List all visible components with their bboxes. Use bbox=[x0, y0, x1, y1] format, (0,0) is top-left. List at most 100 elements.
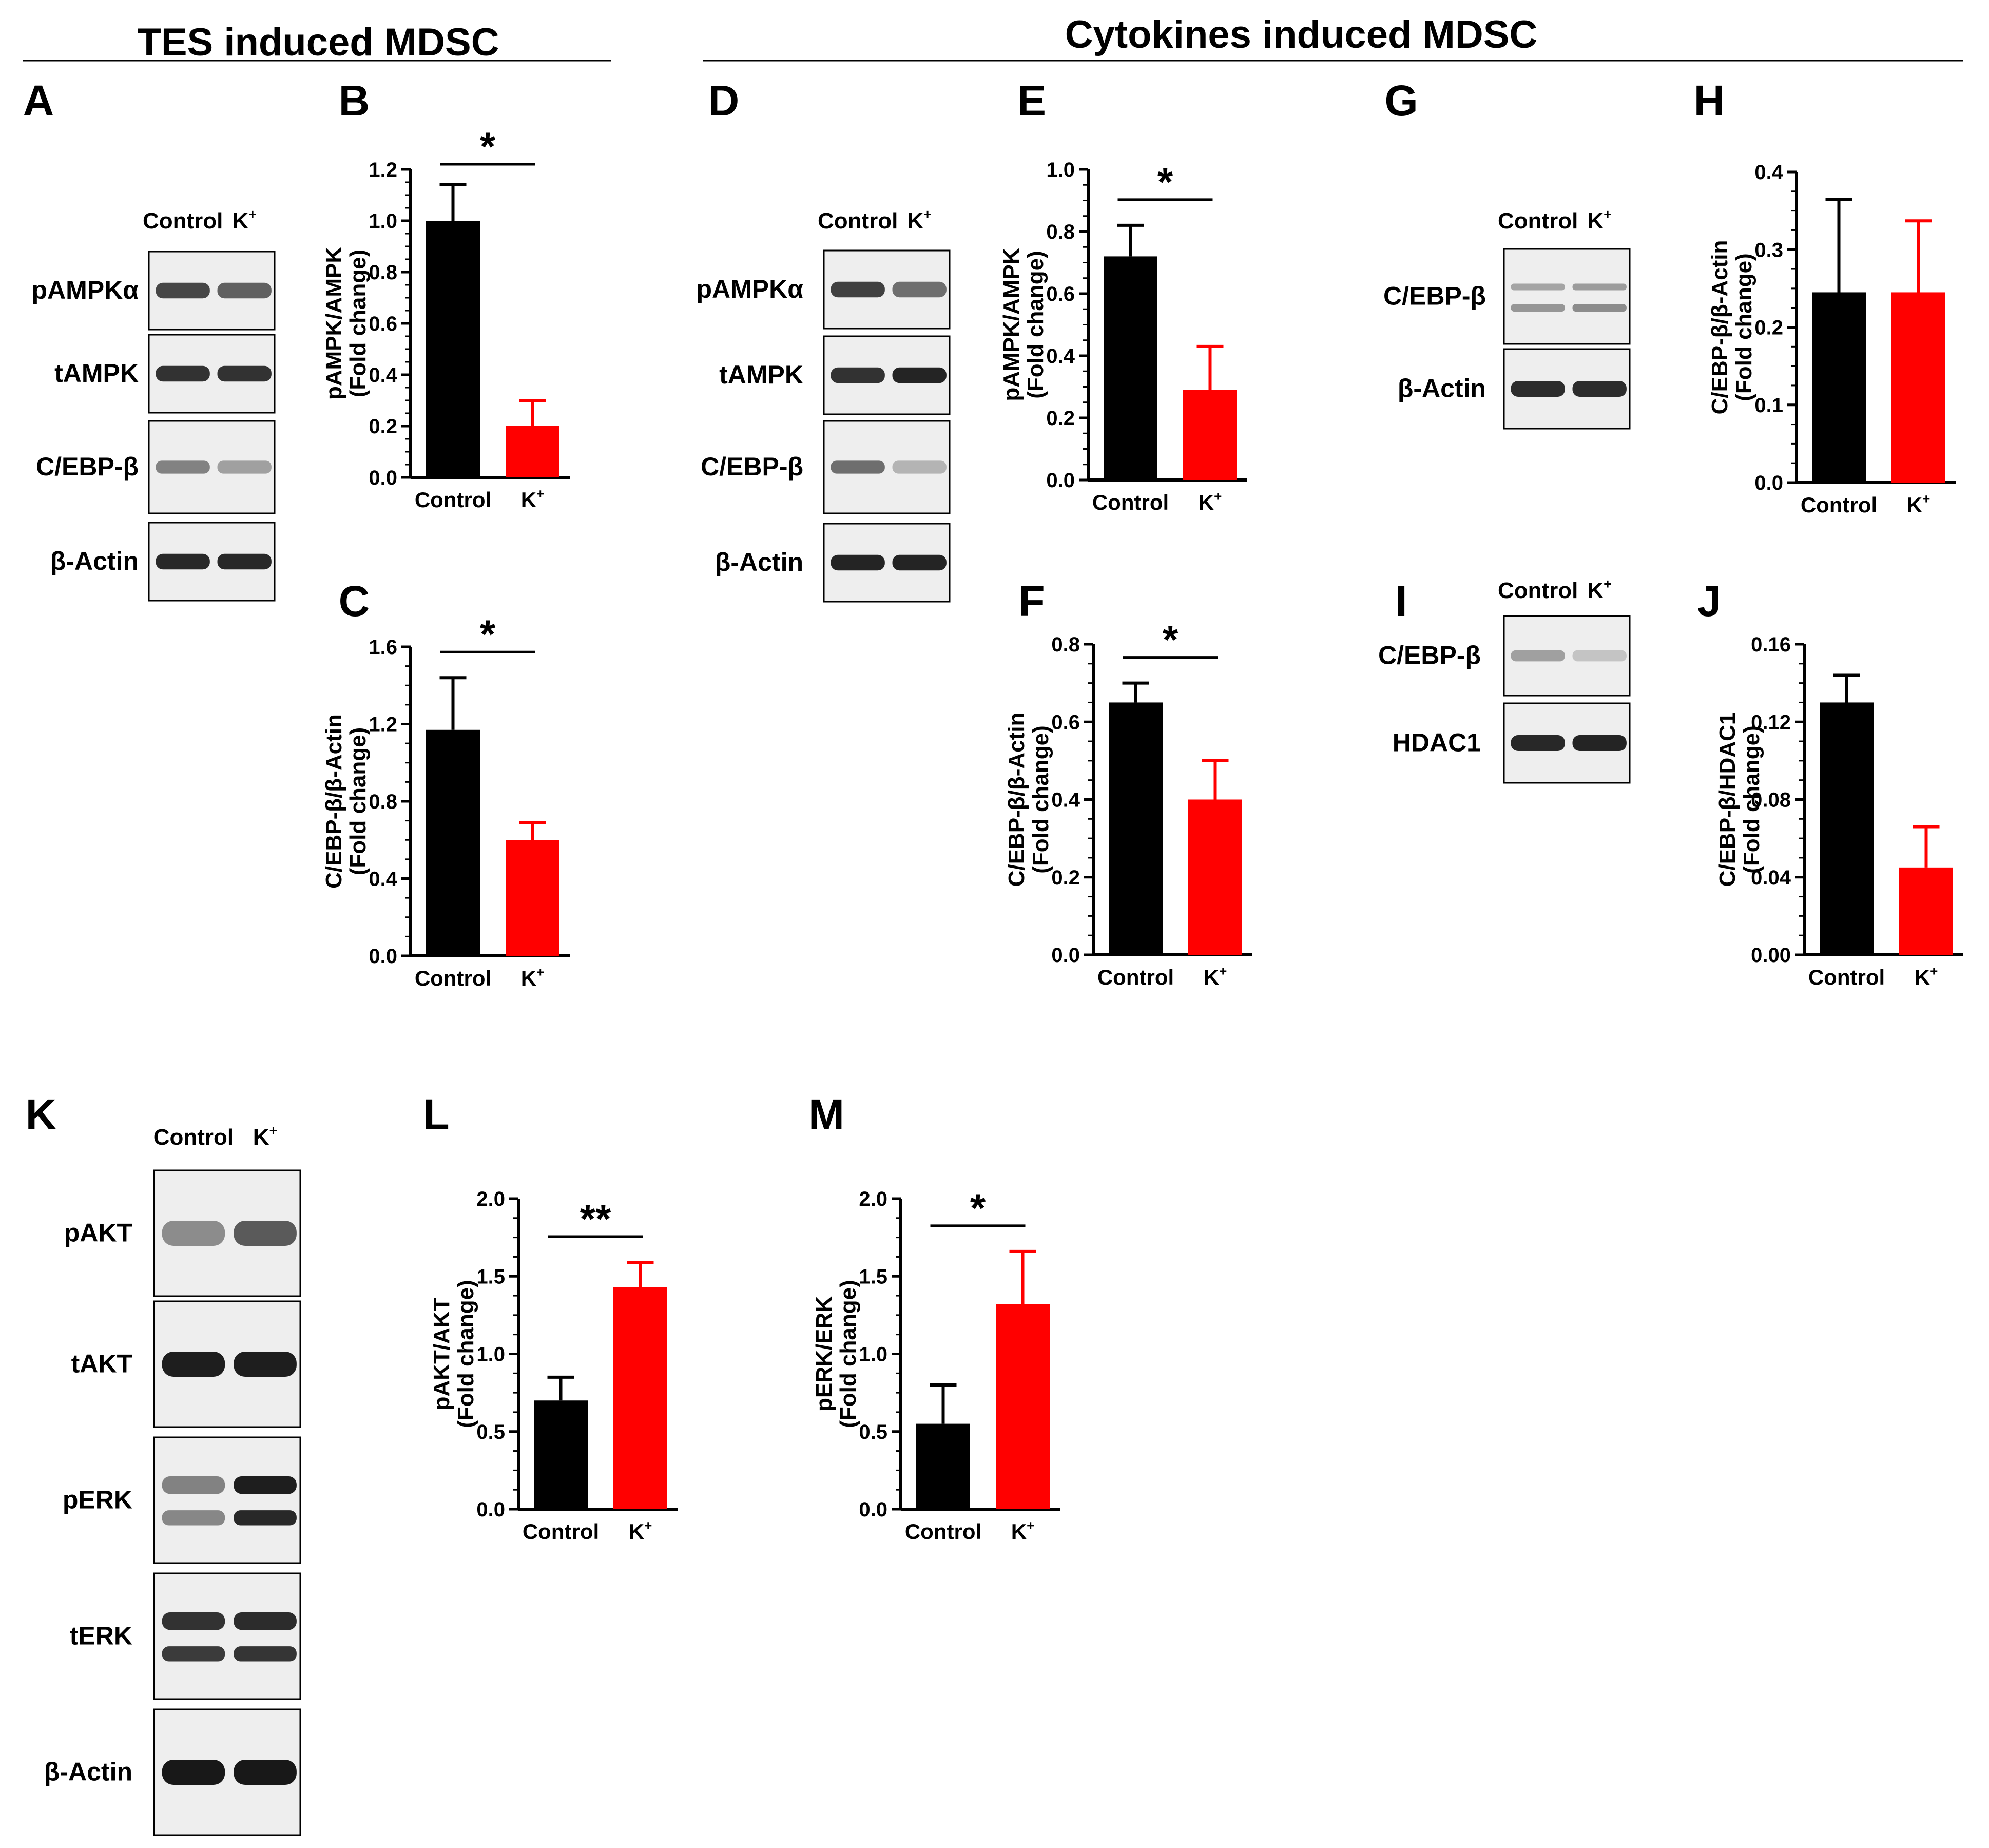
chart-h: 0.0 0.1 0.2 0.3 0.4 C/EBP-β/β-Actin(Fold chan… bbox=[1707, 161, 1956, 517]
y-tick-label: 0.0 bbox=[369, 945, 397, 968]
x-tick-label-control: Control bbox=[905, 1519, 981, 1544]
blot-strip-d-2: C/EBP-β bbox=[701, 420, 951, 514]
y-tick-label: 0.1 bbox=[1754, 394, 1783, 417]
blot-band-label: β-Actin bbox=[50, 547, 139, 575]
panel-letter-j: J bbox=[1697, 577, 1722, 625]
y-tick-label: 0.08 bbox=[1751, 789, 1791, 812]
blot-band-label: β-Actin bbox=[44, 1758, 132, 1786]
significance-marker: * bbox=[1163, 617, 1179, 662]
blot-lane-label-control: Control bbox=[143, 208, 223, 234]
blot-band bbox=[156, 460, 210, 474]
bar-control bbox=[1104, 256, 1157, 480]
chart-c: 0.0 0.4 0.8 1.2 1.6 C/EBP-β/β-Actin(Fold chan… bbox=[321, 611, 570, 990]
blot-band-lower bbox=[162, 1510, 225, 1526]
y-tick-label: 0.4 bbox=[1754, 161, 1783, 184]
bar-control bbox=[1820, 702, 1874, 955]
y-tick-label: 0.0 bbox=[369, 467, 397, 489]
y-tick-label: 0.16 bbox=[1751, 633, 1791, 656]
blot-band-label: tAMPK bbox=[54, 359, 139, 388]
blot-band-label: tAKT bbox=[71, 1350, 132, 1378]
blot-band-upper bbox=[1511, 283, 1565, 291]
y-axis-label: C/EBP-β/β-Actin bbox=[321, 714, 346, 889]
blot-band-upper bbox=[162, 1612, 225, 1630]
header-cytokines: Cytokines induced MDSC bbox=[1065, 13, 1538, 56]
header-tes: TES induced MDSC bbox=[137, 21, 499, 64]
y-tick-label: 1.0 bbox=[859, 1343, 887, 1366]
blot-band-label: β-Actin bbox=[715, 548, 803, 576]
y-tick-label: 0.0 bbox=[1051, 944, 1080, 967]
blot-strip-k-4: β-Actin bbox=[44, 1708, 301, 1836]
y-tick-label: 0.6 bbox=[1051, 711, 1080, 734]
y-tick-label: 0.8 bbox=[1046, 221, 1075, 243]
y-tick-label: 0.04 bbox=[1751, 867, 1791, 889]
y-tick-label: 2.0 bbox=[859, 1188, 887, 1210]
x-tick-label-k: K+ bbox=[521, 964, 545, 990]
panel-letter-d: D bbox=[708, 76, 740, 125]
y-tick-label: 0.0 bbox=[1754, 472, 1783, 494]
blot-lane-label-k: K+ bbox=[1587, 576, 1612, 603]
panel-letter-a: A bbox=[23, 76, 54, 125]
bar-control bbox=[534, 1400, 588, 1509]
y-axis-label-units: (Fold change) bbox=[345, 249, 371, 397]
significance-marker: * bbox=[480, 611, 496, 657]
blot-panel-g: Control K+ C/EBP-β β-Actin bbox=[1383, 206, 1631, 430]
y-tick-label: 0.2 bbox=[369, 415, 397, 438]
blot-band-label: pAMPKα bbox=[32, 276, 139, 304]
blot-panel-a: Control K+ pAMPKα tAMPK C/EBP-β β-Actin bbox=[32, 206, 276, 602]
blot-strip-a-2: C/EBP-β bbox=[36, 420, 276, 514]
panel-letter-l: L bbox=[423, 1090, 449, 1139]
y-tick-label: 1.2 bbox=[369, 159, 397, 181]
blot-band bbox=[1572, 735, 1627, 751]
bar-k bbox=[996, 1304, 1050, 1509]
y-tick-label: 0.3 bbox=[1754, 239, 1783, 261]
y-tick-label: 2.0 bbox=[476, 1188, 505, 1210]
panel-letter-g: G bbox=[1384, 76, 1418, 125]
bar-k bbox=[506, 426, 559, 477]
blot-band bbox=[1572, 381, 1627, 397]
panel-letter-b: B bbox=[339, 76, 370, 125]
y-axis-label: pAMPK/AMPK bbox=[321, 247, 346, 400]
bar-control bbox=[426, 729, 480, 956]
blot-band-label: C/EBP-β bbox=[1378, 641, 1481, 670]
blot-band-label: C/EBP-β bbox=[701, 452, 803, 481]
blot-strip-g-0: C/EBP-β bbox=[1383, 248, 1631, 345]
panel-letter-e: E bbox=[1017, 76, 1046, 125]
chart-l: 0.0 0.5 1.0 1.5 2.0 pAKT/AKT(Fold change) Cont… bbox=[429, 1188, 678, 1544]
y-tick-label: 0.6 bbox=[369, 313, 397, 335]
blot-band-upper bbox=[162, 1476, 225, 1494]
blot-band bbox=[217, 460, 272, 474]
y-tick-label: 0.0 bbox=[1046, 469, 1075, 492]
x-tick-label-k: K+ bbox=[1204, 963, 1227, 989]
blot-band bbox=[892, 460, 947, 474]
blot-lane-label-k: K+ bbox=[232, 206, 257, 234]
blot-band bbox=[831, 367, 885, 383]
x-tick-label-control: Control bbox=[415, 966, 491, 990]
blot-strip-a-1: tAMPK bbox=[54, 334, 276, 414]
y-tick-label: 0.4 bbox=[369, 364, 397, 387]
blot-band bbox=[156, 553, 210, 570]
x-tick-label-k: K+ bbox=[1199, 488, 1222, 514]
y-tick-label: 0.00 bbox=[1751, 944, 1791, 967]
blot-band bbox=[892, 281, 947, 298]
y-axis-label-units: (Fold change) bbox=[1739, 725, 1764, 873]
y-tick-label: 0.5 bbox=[476, 1421, 505, 1443]
blot-band-label: pAMPKα bbox=[697, 275, 804, 303]
y-tick-label: 0.0 bbox=[476, 1498, 505, 1521]
blot-strip-a-0: pAMPKα bbox=[32, 251, 276, 331]
y-tick-label: 0.8 bbox=[1051, 633, 1080, 656]
x-tick-label-control: Control bbox=[1092, 490, 1169, 514]
blot-lane-label-control: Control bbox=[818, 208, 898, 234]
significance-marker: * bbox=[480, 124, 496, 169]
y-tick-label: 1.2 bbox=[369, 714, 397, 736]
blot-band bbox=[156, 365, 210, 382]
blot-strip-i-1: HDAC1 bbox=[1393, 702, 1631, 784]
y-tick-label: 1.0 bbox=[369, 210, 397, 233]
blot-panel-d: Control K+ pAMPKα tAMPK C/EBP-β β-Actin bbox=[697, 206, 951, 603]
significance-marker: ** bbox=[580, 1196, 611, 1241]
y-tick-label: 0.8 bbox=[369, 791, 397, 813]
y-tick-label: 1.0 bbox=[476, 1343, 505, 1366]
blot-band bbox=[831, 460, 885, 474]
y-tick-label: 0.8 bbox=[369, 261, 397, 284]
y-tick-label: 1.5 bbox=[859, 1265, 887, 1288]
